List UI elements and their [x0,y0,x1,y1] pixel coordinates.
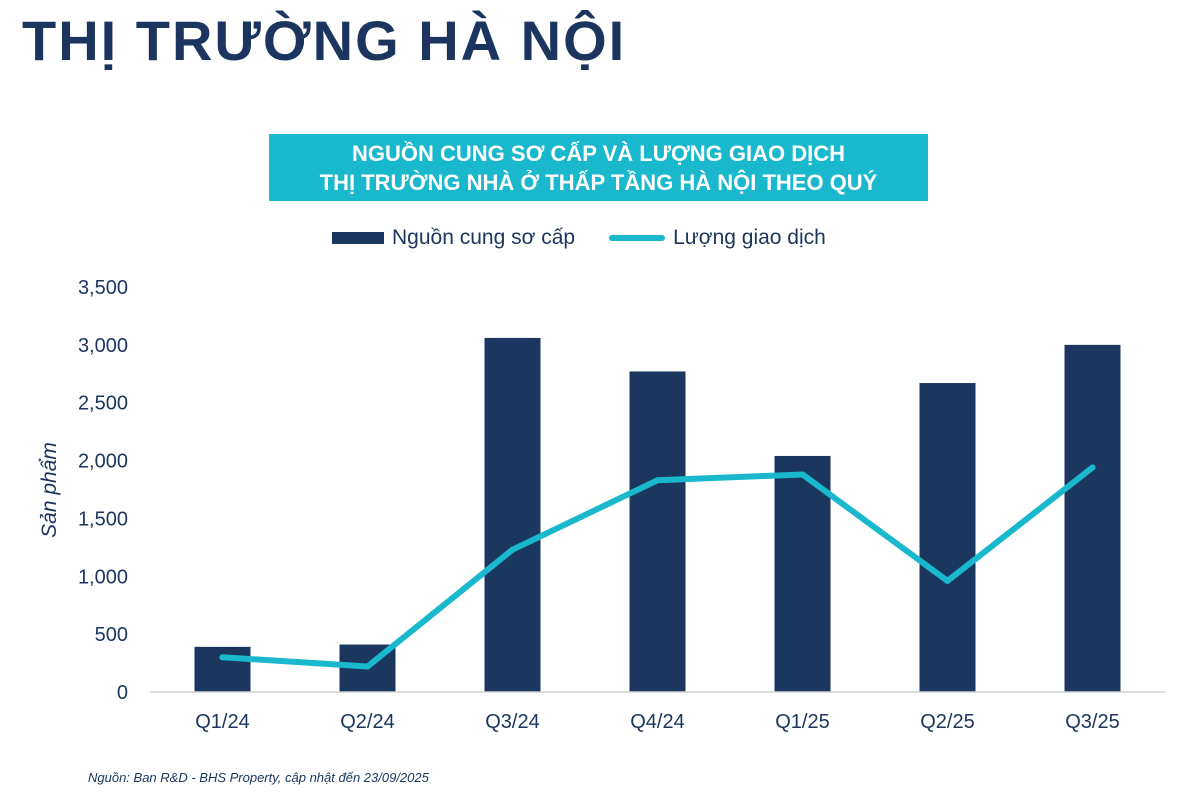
y-tick-label: 3,500 [78,277,128,299]
y-tick-label: 500 [95,624,128,646]
bar-supply [774,455,831,692]
line-point-transactions [1089,464,1096,471]
chart-title-line-2: THỊ TRƯỜNG NHÀ Ở THẤP TẦNG HÀ NỘI THEO Q… [319,170,878,195]
legend-item-transactions: Lượng giao dịch [609,226,826,250]
line-point-transactions [654,477,661,484]
legend-item-supply: Nguồn cung sơ cấp [332,226,575,250]
x-tick-label: Q2/24 [340,711,394,733]
y-tick-label: 0 [117,682,128,704]
legend-swatch-line [609,235,666,241]
chart-title-line-1: NGUỒN CUNG SƠ CẤP VÀ LƯỢNG GIAO DỊCH [352,141,845,166]
x-tick-label: Q1/25 [775,711,829,733]
bar-supply [484,337,541,692]
line-point-transactions [509,546,516,553]
y-tick-label: 2,500 [78,393,128,415]
x-tick-label: Q2/25 [920,711,974,733]
chart-title: NGUỒN CUNG SƠ CẤP VÀ LƯỢNG GIAO DỊCH THỊ… [269,134,928,201]
bar-supply [194,646,251,692]
bar-supply [1064,344,1121,692]
x-tick-label: Q3/24 [485,711,539,733]
x-tick-label: Q1/24 [195,711,249,733]
chart-legend: Nguồn cung sơ cấp Lượng giao dịch [332,222,826,254]
line-point-transactions [364,663,371,670]
x-tick-label: Q4/24 [630,711,684,733]
y-tick-label: 2,000 [78,451,128,473]
legend-label-supply: Nguồn cung sơ cấp [392,226,576,249]
bar-supply [629,371,686,692]
bar-supply [919,383,976,692]
y-tick-label: 1,000 [78,566,128,588]
line-point-transactions [799,471,806,478]
source-note: Nguồn: Ban R&D - BHS Property, cập nhật … [88,770,429,785]
y-axis-label: Sản phẩm [38,442,61,538]
page-title: THỊ TRƯỜNG HÀ NỘI [22,9,627,72]
legend-label-transactions: Lượng giao dịch [673,226,826,249]
y-tick-label: 3,000 [78,335,128,357]
y-tick-label: 1,500 [78,508,128,530]
x-tick-label: Q3/25 [1065,711,1119,733]
legend-swatch-bar [332,232,384,244]
line-point-transactions [944,577,951,584]
line-point-transactions [219,654,226,661]
